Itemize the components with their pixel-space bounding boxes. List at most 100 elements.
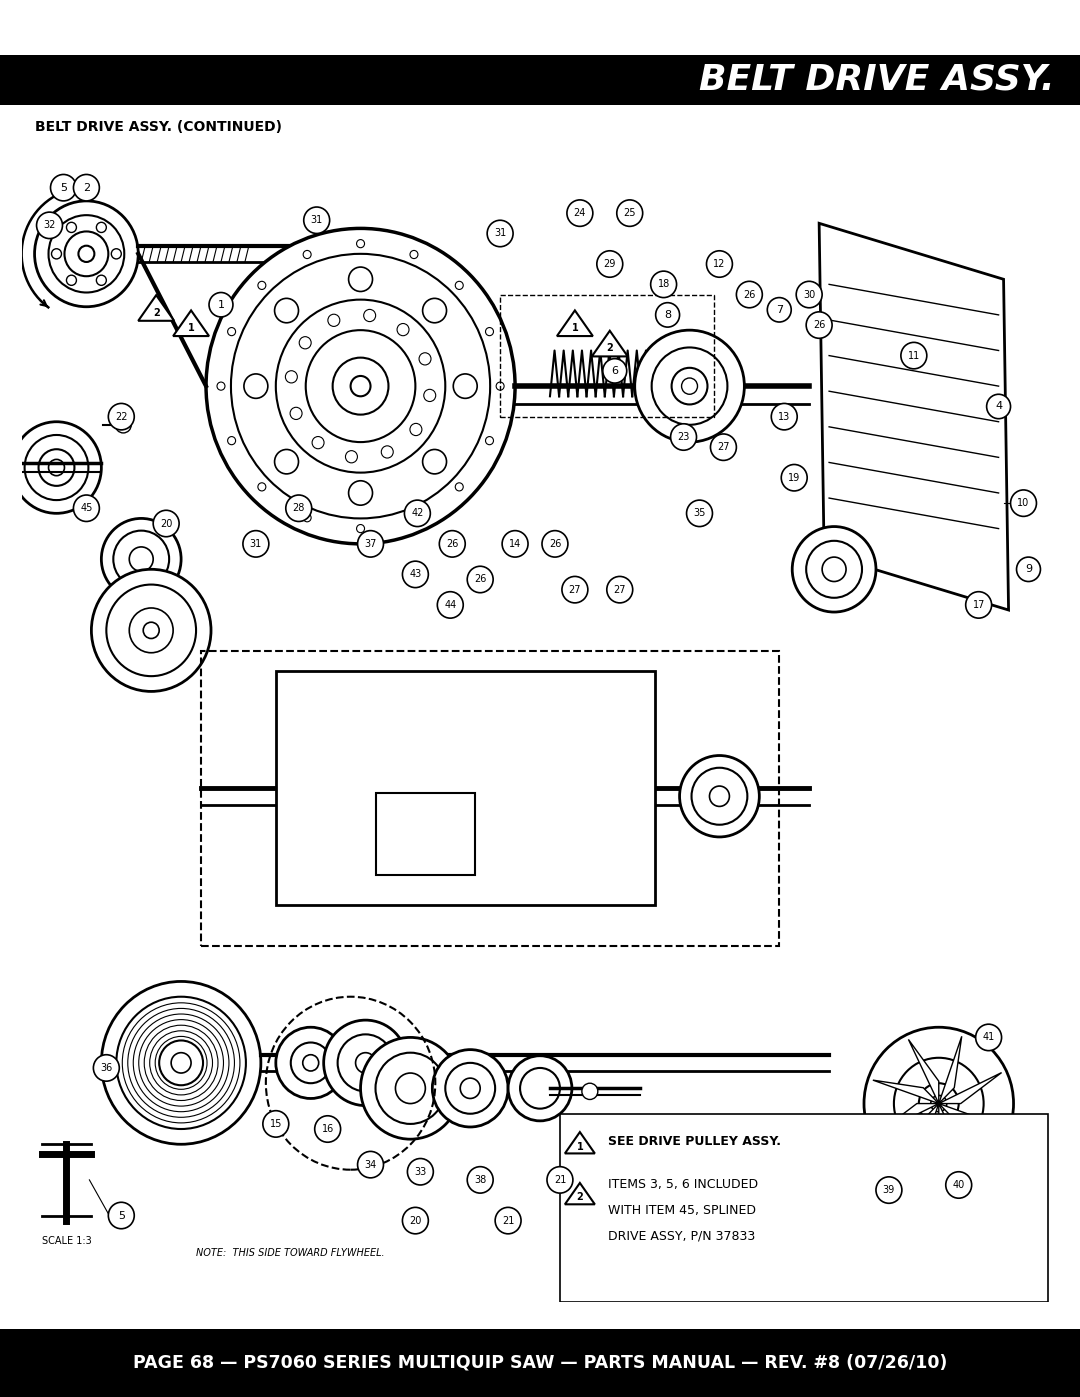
Circle shape [521,1067,559,1109]
Circle shape [291,408,302,419]
Circle shape [35,201,138,307]
Circle shape [771,404,797,430]
Circle shape [423,390,435,401]
Circle shape [413,882,429,898]
Circle shape [364,309,376,321]
Circle shape [171,1053,191,1073]
Circle shape [635,330,744,441]
Circle shape [262,1111,288,1137]
Circle shape [711,434,737,461]
Circle shape [96,275,106,285]
Circle shape [468,1166,494,1193]
Circle shape [456,281,463,289]
Circle shape [901,342,927,369]
Circle shape [793,527,876,612]
Text: PAGE 68 — PS7060 SERIES MULTIQUIP SAW — PARTS MANUAL — REV. #8 (07/26/10): PAGE 68 — PS7060 SERIES MULTIQUIP SAW — … [133,1354,947,1372]
Circle shape [274,450,298,474]
Text: 2: 2 [83,183,90,193]
Circle shape [228,327,235,335]
Circle shape [25,434,89,500]
Circle shape [397,324,409,335]
Circle shape [286,495,312,521]
Circle shape [356,524,365,532]
Text: 38: 38 [474,1175,486,1185]
Circle shape [102,982,261,1144]
Circle shape [651,348,728,425]
Text: 36: 36 [100,1063,112,1073]
Circle shape [894,1058,984,1150]
Circle shape [407,1158,433,1185]
Text: 39: 39 [882,1185,895,1194]
Polygon shape [939,1104,969,1168]
Circle shape [975,1024,1001,1051]
Circle shape [822,557,846,581]
Circle shape [679,756,759,837]
Circle shape [468,566,494,592]
Circle shape [422,299,446,323]
Circle shape [650,271,676,298]
Polygon shape [557,310,593,337]
Circle shape [102,518,181,599]
Circle shape [410,423,422,436]
Text: 11: 11 [907,351,920,360]
Circle shape [73,495,99,521]
Circle shape [864,1027,1013,1180]
Circle shape [291,1042,330,1083]
Text: 7: 7 [775,305,783,314]
Text: 35: 35 [693,509,705,518]
Text: SEE DRIVE PULLEY ASSY.: SEE DRIVE PULLEY ASSY. [608,1134,781,1148]
Text: 10: 10 [1017,499,1029,509]
Text: 2: 2 [152,307,160,317]
Circle shape [456,483,463,490]
Circle shape [324,1020,407,1105]
Text: 29: 29 [604,258,616,270]
Circle shape [445,1063,495,1113]
Circle shape [437,592,463,617]
Circle shape [403,562,429,588]
Circle shape [546,1166,572,1193]
Bar [376,793,475,875]
Text: 1: 1 [577,1141,583,1151]
Text: 15: 15 [270,1119,282,1129]
Circle shape [460,1078,481,1098]
Circle shape [410,250,418,258]
Circle shape [562,577,588,604]
Circle shape [130,608,173,652]
Text: 32: 32 [43,221,56,231]
Circle shape [395,1073,426,1104]
Text: 5: 5 [118,1211,125,1221]
Text: 31: 31 [249,539,262,549]
Text: 28: 28 [293,503,305,513]
Polygon shape [138,295,174,321]
Circle shape [419,353,431,365]
Text: 8: 8 [664,310,671,320]
Circle shape [106,584,197,676]
Circle shape [96,222,106,232]
Polygon shape [908,1039,939,1104]
Circle shape [806,312,832,338]
Circle shape [243,531,269,557]
Circle shape [144,622,159,638]
Circle shape [258,281,266,289]
Text: 26: 26 [446,539,458,549]
Polygon shape [592,331,627,356]
Circle shape [487,221,513,247]
Circle shape [111,249,121,258]
Circle shape [691,768,747,824]
Circle shape [876,1176,902,1203]
Text: SCALE 1:3: SCALE 1:3 [42,1236,92,1246]
Circle shape [312,436,324,448]
Text: 24: 24 [573,208,586,218]
Circle shape [687,500,713,527]
Circle shape [285,370,297,383]
Circle shape [12,422,102,513]
Polygon shape [173,310,210,337]
Circle shape [607,577,633,604]
Circle shape [919,1083,959,1125]
Circle shape [67,222,77,232]
Text: 27: 27 [613,585,626,595]
Circle shape [603,359,626,383]
Circle shape [79,246,94,263]
Circle shape [338,1034,393,1091]
Text: 31: 31 [494,229,507,239]
